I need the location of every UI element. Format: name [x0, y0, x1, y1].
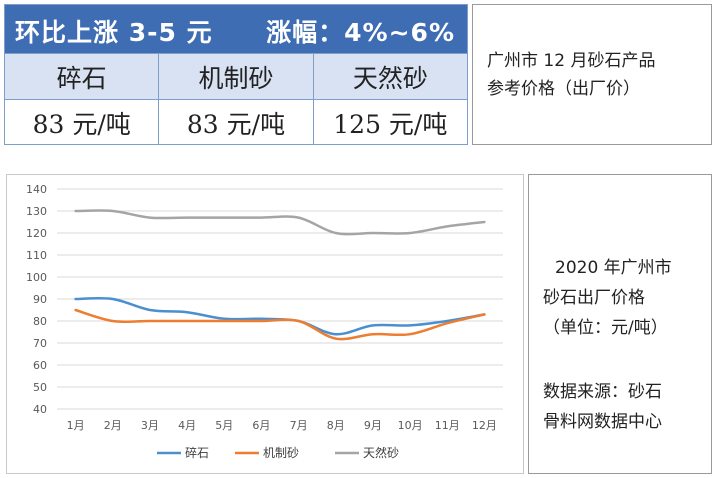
data-point — [223, 216, 226, 219]
y-tick-label: 40 — [33, 403, 47, 416]
data-point — [186, 320, 189, 323]
header-growth-rate: 涨幅：4%~6% — [266, 18, 455, 47]
data-point — [74, 298, 77, 301]
data-point — [148, 309, 151, 312]
chart-svg: 40 50 60 70 80 90 100 110 120 130 140 1月 2月 3月 4月 5月 6月 7… — [26, 183, 503, 460]
data-point — [74, 210, 77, 213]
label-gravel: 碎石 — [56, 63, 107, 93]
label-machine-sand: 机制砂 — [158, 54, 312, 99]
product-label-row: 碎石 机制砂 天然砂 — [5, 53, 467, 99]
y-tick-label: 140 — [26, 183, 47, 196]
y-tick-label: 70 — [33, 337, 47, 350]
data-point — [148, 216, 151, 219]
x-tick-label: 7月 — [290, 419, 308, 432]
x-tick-label: 3月 — [141, 419, 159, 432]
data-point — [334, 333, 337, 336]
x-tick-label: 8月 — [327, 419, 345, 432]
data-point — [371, 232, 374, 235]
data-point — [409, 232, 412, 235]
price-row: 83 元/吨 83 元/吨 125 元/吨 — [5, 99, 467, 145]
y-tick-label: 130 — [26, 205, 47, 218]
data-point — [186, 311, 189, 314]
data-point — [111, 298, 114, 301]
y-tick-label: 90 — [33, 293, 47, 306]
price-natural-sand: 125 元/吨 — [312, 100, 467, 145]
data-point — [297, 216, 300, 219]
data-point — [446, 225, 449, 228]
label-natural-sand: 天然砂 — [312, 54, 467, 99]
price-trend-chart: 40 50 60 70 80 90 100 110 120 130 140 1月 2月 3月 4月 5月 6月 7… — [6, 174, 524, 474]
series-line — [74, 308, 486, 341]
y-tick-label: 120 — [26, 227, 47, 240]
caption-line-3: （单位：元/吨） — [543, 318, 668, 338]
data-point — [111, 210, 114, 213]
data-point — [297, 320, 300, 323]
x-tick-label: 9月 — [364, 419, 382, 432]
legend-label: 机制砂 — [263, 446, 299, 460]
y-tick-label: 60 — [33, 359, 47, 372]
data-point — [186, 216, 189, 219]
data-point — [260, 320, 263, 323]
data-point — [334, 337, 337, 340]
data-point — [148, 320, 151, 323]
note-line-2: 参考价格（出厂价） — [487, 79, 640, 99]
y-tick-label: 80 — [33, 315, 47, 328]
x-tick-label: 11月 — [435, 419, 460, 432]
y-tick-label: 110 — [26, 249, 47, 262]
source-line-1: 数据来源：砂石 — [543, 382, 662, 402]
price-summary-table: 环比上涨 3-5 元 涨幅：4%~6% 碎石 机制砂 天然砂 83 元/吨 83… — [4, 4, 468, 145]
data-point — [409, 324, 412, 327]
reference-price-note: 广州市 12 月砂石产品 参考价格（出厂价） — [472, 4, 712, 145]
x-tick-label: 4月 — [178, 419, 196, 432]
price-machine-sand: 83 元/吨 — [158, 100, 312, 145]
x-tick-label: 10月 — [398, 419, 423, 432]
y-tick-label: 100 — [26, 271, 47, 284]
x-tick-label: 2月 — [104, 419, 122, 432]
x-tick-label: 5月 — [215, 419, 233, 432]
table-header: 环比上涨 3-5 元 涨幅：4%~6% — [5, 5, 467, 53]
data-point — [409, 333, 412, 336]
chart-caption-box: 2020 年广州市 砂石出厂价格 （单位：元/吨） 数据来源：砂石 骨料网数据中… — [528, 174, 712, 474]
x-tick-label: 6月 — [252, 419, 270, 432]
caption-line-2: 砂石出厂价格 — [543, 288, 645, 308]
data-point — [483, 221, 486, 224]
x-tick-label: 12月 — [472, 419, 497, 432]
data-point — [371, 324, 374, 327]
data-point — [446, 322, 449, 325]
data-point — [74, 309, 77, 312]
price-gravel: 83 元/吨 — [32, 109, 131, 139]
caption-line-1: 2020 年广州市 — [555, 258, 672, 278]
data-point — [483, 313, 486, 316]
data-point — [111, 320, 114, 323]
note-line-1: 广州市 12 月砂石产品 — [487, 51, 656, 71]
header-increase-text: 环比上涨 3-5 元 — [15, 18, 213, 47]
source-line-2: 骨料网数据中心 — [543, 412, 662, 432]
y-tick-label: 50 — [33, 381, 47, 394]
data-point — [371, 333, 374, 336]
series-line — [74, 296, 486, 336]
x-tick-label: 1月 — [67, 419, 85, 432]
data-point — [223, 320, 226, 323]
data-point — [334, 232, 337, 235]
legend-label: 碎石 — [185, 445, 209, 460]
data-point — [260, 216, 263, 219]
series-line — [74, 209, 486, 236]
legend-label: 天然砂 — [363, 445, 399, 460]
